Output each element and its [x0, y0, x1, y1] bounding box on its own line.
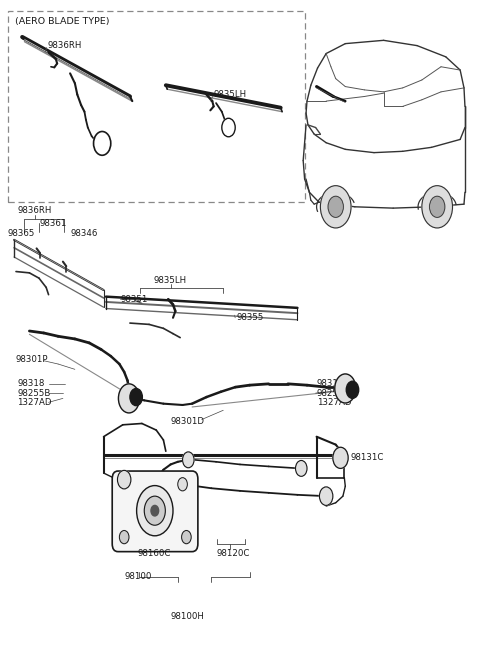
Circle shape — [119, 384, 140, 413]
Circle shape — [430, 196, 445, 217]
Circle shape — [182, 452, 194, 468]
Text: 98100H: 98100H — [170, 612, 204, 621]
Text: (AERO BLADE TYPE): (AERO BLADE TYPE) — [15, 17, 109, 26]
Text: 98131C: 98131C — [350, 453, 384, 462]
Circle shape — [333, 448, 348, 469]
Text: 98100: 98100 — [124, 572, 152, 581]
Circle shape — [94, 132, 111, 156]
Text: 98355: 98355 — [236, 313, 264, 322]
Circle shape — [137, 486, 173, 536]
Text: 98365: 98365 — [8, 229, 35, 238]
Circle shape — [328, 196, 343, 217]
Circle shape — [130, 389, 143, 406]
Circle shape — [151, 505, 158, 516]
Text: 9836RH: 9836RH — [48, 41, 82, 50]
Circle shape — [335, 374, 356, 403]
Circle shape — [178, 478, 187, 491]
Circle shape — [321, 185, 351, 228]
Text: 98318: 98318 — [317, 379, 344, 389]
Circle shape — [296, 461, 307, 477]
Text: 1327AD: 1327AD — [17, 398, 52, 407]
Text: 98318: 98318 — [17, 379, 45, 389]
Text: 98361: 98361 — [40, 219, 67, 228]
Text: 9835LH: 9835LH — [154, 275, 187, 285]
Text: 98255B: 98255B — [17, 389, 51, 398]
Text: 9835LH: 9835LH — [214, 90, 247, 99]
Text: 9836RH: 9836RH — [17, 207, 52, 215]
Circle shape — [422, 185, 453, 228]
Text: 98160C: 98160C — [137, 549, 170, 558]
Text: 98351: 98351 — [120, 295, 148, 304]
Circle shape — [320, 487, 333, 505]
Text: 98301D: 98301D — [170, 417, 204, 426]
Circle shape — [181, 530, 191, 544]
Text: 98120C: 98120C — [216, 549, 250, 558]
Text: 98255B: 98255B — [317, 389, 350, 398]
Circle shape — [222, 118, 235, 137]
Circle shape — [144, 496, 165, 525]
FancyBboxPatch shape — [112, 471, 198, 551]
Circle shape — [120, 530, 129, 544]
Text: 98346: 98346 — [70, 229, 97, 238]
Text: 1327AD: 1327AD — [317, 398, 351, 407]
Circle shape — [346, 381, 359, 399]
Text: 98301P: 98301P — [15, 355, 48, 364]
Circle shape — [118, 471, 131, 489]
